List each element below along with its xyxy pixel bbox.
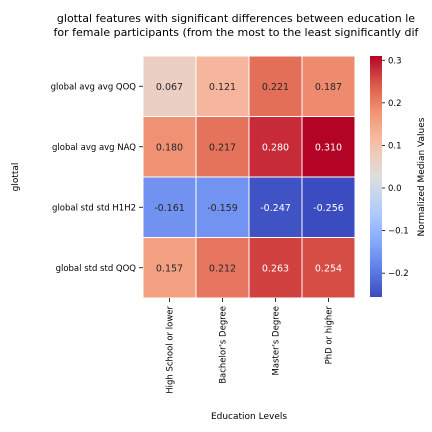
colorbar-tick-label: 0.1 <box>388 141 402 151</box>
colorbar-tick-label: 0.3 <box>388 56 402 66</box>
colorbar-label: Normalized Median Values <box>417 117 427 236</box>
x-tick-label: Master's Degree <box>272 306 282 375</box>
colorbar-tick-label: 0.2 <box>388 99 402 109</box>
heatmap-cell <box>301 176 356 238</box>
cell-value-label: 0.157 <box>156 263 183 274</box>
heatmap-cell <box>195 237 250 299</box>
cell-value-label: 0.280 <box>262 142 289 153</box>
colorbar-tick-label: −0.2 <box>388 269 409 279</box>
heatmap-cell <box>301 237 356 299</box>
heatmap-cell <box>195 176 250 238</box>
heatmap-cell <box>195 116 250 178</box>
colorbar-tick-label: 0.0 <box>388 184 402 194</box>
colorbar-tick-label: −0.1 <box>388 227 409 237</box>
cell-value-label: -0.159 <box>207 203 238 214</box>
x-tick-label: Bachelor's Degree <box>219 306 229 384</box>
cell-value-label: 0.310 <box>315 142 342 153</box>
cell-value-label: -0.247 <box>260 203 291 214</box>
cell-value-label: 0.187 <box>315 82 342 93</box>
cell-value-label: 0.121 <box>209 82 236 93</box>
cell-value-label: -0.256 <box>313 203 344 214</box>
cell-value-label: 0.263 <box>262 263 289 274</box>
cell-value-label: -0.161 <box>154 203 185 214</box>
y-tick-label: global std std H1H2 <box>52 203 136 213</box>
x-tick-labels: High School or lower Bachelor's Degree Mas… <box>166 298 335 394</box>
x-tick-label: PhD or higher <box>325 306 335 365</box>
cell-value-label: 0.180 <box>156 142 183 153</box>
heatmap-cell <box>195 55 250 117</box>
y-axis-label: glottal <box>11 163 21 192</box>
cell-value-label: 0.221 <box>262 82 289 93</box>
colorbar-ticks: −0.2 −0.1 0.0 0.1 0.2 0.3 <box>382 56 409 279</box>
cell-value-label: 0.254 <box>315 263 342 274</box>
heatmap-cell <box>248 55 303 117</box>
heatmap-cell <box>142 55 197 117</box>
y-tick-label: global avg avg NAQ <box>52 143 136 153</box>
cell-value-label: 0.067 <box>156 82 183 93</box>
colorbar <box>370 56 382 297</box>
chart-title-line2: for female participants (from the most t… <box>54 26 420 39</box>
heatmap-cell <box>301 55 356 117</box>
heatmap-cell <box>301 116 356 178</box>
y-tick-labels: global avg avg QOQ global avg avg NAQ glob… <box>51 82 143 274</box>
x-tick-label: High School or lower <box>166 305 176 393</box>
chart-title-line1: glottal features with significant differ… <box>57 12 415 25</box>
heatmap-cells: 0.067 0.121 0.221 0.187 0.180 0.217 0.280 0.310… <box>142 55 356 299</box>
y-tick-label: global avg avg QOQ <box>51 82 137 92</box>
cell-value-label: 0.217 <box>209 142 236 153</box>
x-axis-label: Education Levels <box>211 412 287 422</box>
y-tick-label: global std std QOQ <box>56 264 137 274</box>
cell-value-label: 0.212 <box>209 263 236 274</box>
